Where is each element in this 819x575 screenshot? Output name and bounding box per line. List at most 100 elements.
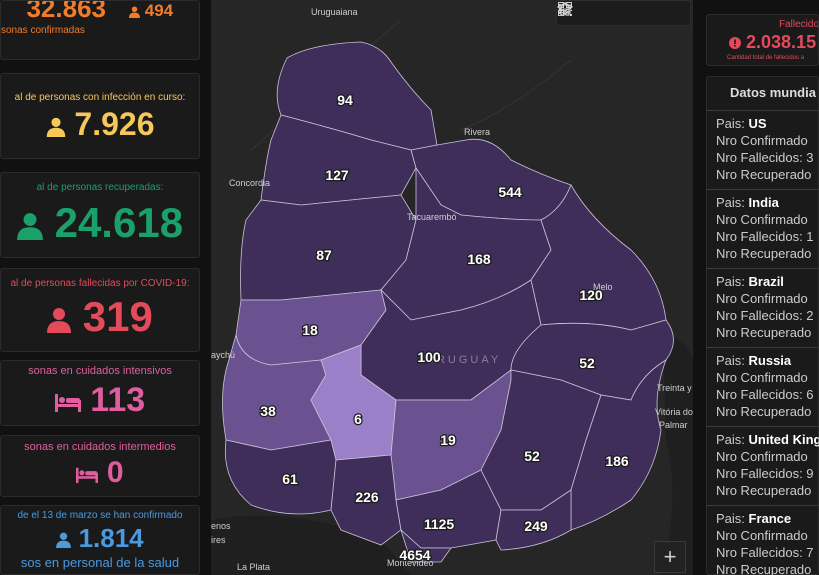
label-palmar: Palmar xyxy=(659,420,688,430)
health-staff-card: de el 13 de marzo se han confirmado 1.81… xyxy=(0,505,200,575)
confirmed-today-value: 494 xyxy=(144,1,174,20)
label-country: URUGUAY xyxy=(426,354,501,366)
count-maldonado: 249 xyxy=(524,518,548,534)
intensive-value-row: 113 xyxy=(1,381,199,420)
count-canelones: 1125 xyxy=(424,516,455,532)
country-name: France xyxy=(748,511,792,526)
active-caption: al de personas con infección en curso: xyxy=(14,92,186,103)
label-rivera: Rivera xyxy=(464,127,490,137)
qr-button[interactable] xyxy=(558,1,689,25)
label-aires: ires xyxy=(211,535,226,545)
label-treinta: Treinta y xyxy=(657,383,692,393)
intermediate-value-row: 0 xyxy=(1,456,199,490)
region-montevideo[interactable] xyxy=(400,528,452,563)
map-toolbar xyxy=(556,0,691,26)
label-montevideo: Montevideo xyxy=(387,558,434,568)
country-name: Brazil xyxy=(748,274,784,289)
list-item[interactable]: Pais: US Nro Confirmado Nro Fallecidos: … xyxy=(706,110,819,186)
recovered-value-row: 24.618 xyxy=(1,199,199,247)
count-montevideo: 4654 xyxy=(399,547,430,563)
confirmed-caption: sonas confirmadas xyxy=(1,25,85,36)
world-deaths-sub: Cantidad total de fallecidos a xyxy=(727,55,805,61)
intermediate-caption: sonas en cuidados intermedios xyxy=(24,441,176,453)
count-paysandu: 87 xyxy=(316,247,332,263)
count-rionegro: 18 xyxy=(302,322,318,338)
list-item[interactable]: Pais: India Nro Confirmado Nro Fallecido… xyxy=(706,189,819,265)
list-item[interactable]: Pais: Russia Nro Confirmado Nro Fallecid… xyxy=(706,347,819,423)
list-item[interactable]: Pais: United King Nro Confirmado Nro Fal… xyxy=(706,426,819,502)
intensive-value: 113 xyxy=(90,381,146,419)
count-durazno: 100 xyxy=(417,349,441,365)
region-sanjose[interactable] xyxy=(330,454,402,546)
country-name: Russia xyxy=(748,353,792,368)
world-deaths-value: 2.038.15 xyxy=(746,32,817,52)
health-staff-value: 1.814 xyxy=(78,523,144,553)
count-florida: 19 xyxy=(440,432,456,448)
count-artigas: 94 xyxy=(337,92,353,108)
bed-icon xyxy=(54,394,81,413)
intermediate-card: sonas en cuidados intermedios 0 xyxy=(0,435,200,497)
list-item[interactable]: Pais: France Nro Confirmado Nro Fallecid… xyxy=(706,505,819,575)
health-staff-value-row: 1.814 xyxy=(1,523,199,554)
recovered-caption: al de personas recuperadas: xyxy=(36,182,164,193)
count-salto: 127 xyxy=(325,167,349,183)
intensive-caption: sonas en cuidados intensivos xyxy=(28,365,172,377)
label-laplata: La Plata xyxy=(237,562,270,572)
region-rocha[interactable] xyxy=(570,359,667,531)
zoom-in-button[interactable]: + xyxy=(654,541,686,573)
confirmed-value: 32.863 xyxy=(26,0,106,23)
layers-icon xyxy=(557,2,573,15)
world-data-title: Datos mundia xyxy=(730,85,816,100)
label-paysandu: aychú xyxy=(211,350,235,360)
map-view[interactable]: Uruguaiana Rivera Concordia Tacuarembó M… xyxy=(211,0,693,575)
world-data-panel[interactable]: Datos mundia xyxy=(706,76,819,575)
label-vitoria: Vitória do xyxy=(655,407,693,417)
health-staff-caption: de el 13 de marzo se han confirmado xyxy=(17,510,183,521)
label-concordia: Concordia xyxy=(229,178,270,188)
world-deaths-caption: Fallecido xyxy=(779,19,819,30)
country-name: US xyxy=(748,116,767,131)
map-canvas[interactable]: Uruguaiana Rivera Concordia Tacuarembó M… xyxy=(211,0,693,575)
count-flores: 6 xyxy=(354,411,362,427)
person-icon xyxy=(129,6,140,18)
layers-button[interactable] xyxy=(557,1,656,25)
region-maldonado[interactable] xyxy=(495,489,572,551)
list-item[interactable]: Pais: Brazil Nro Confirmado Nro Fallecid… xyxy=(706,268,819,344)
deceased-value-row: 319 xyxy=(1,293,199,341)
deceased-card: al de personas fallecidas por COVID-19: … xyxy=(0,268,200,352)
confirmed-today: 494 xyxy=(129,1,173,21)
active-value-row: 7.926 xyxy=(1,106,199,143)
person-icon xyxy=(16,212,43,240)
country-name: India xyxy=(748,195,779,210)
person-icon xyxy=(46,117,65,137)
deceased-value: 319 xyxy=(82,293,153,340)
legend-button[interactable] xyxy=(559,1,623,25)
active-value: 7.926 xyxy=(74,106,155,142)
bed-icon xyxy=(76,467,99,483)
intensive-card: sonas en cuidados intensivos 113 xyxy=(0,360,200,426)
count-lavalleja: 52 xyxy=(524,448,540,464)
person-icon xyxy=(56,532,72,549)
recovered-card: al de personas recuperadas: 24.618 xyxy=(0,172,200,258)
count-colonia: 61 xyxy=(282,471,298,487)
person-icon xyxy=(47,307,72,333)
count-rocha: 186 xyxy=(605,453,629,469)
qr-icon xyxy=(558,2,572,16)
deceased-caption: al de personas fallecidas por COVID-19: xyxy=(10,278,190,289)
count-treintaytres: 52 xyxy=(579,355,595,371)
country-name: United King xyxy=(748,432,819,447)
confirmed-card: 32.863 494 sonas confirmadas xyxy=(0,0,200,60)
label-tacuarembo: Tacuarembó xyxy=(407,212,457,222)
count-cerrolargo: 120 xyxy=(579,287,603,303)
count-rivera: 544 xyxy=(498,184,522,200)
intermediate-value: 0 xyxy=(106,456,124,489)
count-soriano: 38 xyxy=(260,403,276,419)
health-staff-caption2: sos en personal de la salud xyxy=(20,555,180,570)
recovered-value: 24.618 xyxy=(54,199,184,246)
label-melo: Melo xyxy=(593,282,613,292)
count-sanjose: 226 xyxy=(355,489,379,505)
world-deaths-value-row: 2.038.15 xyxy=(729,32,816,53)
world-deaths-card: Fallecido 2.038.15 Cantidad total de fal… xyxy=(706,14,819,66)
active-card: al de personas con infección en curso: 7… xyxy=(0,73,200,159)
